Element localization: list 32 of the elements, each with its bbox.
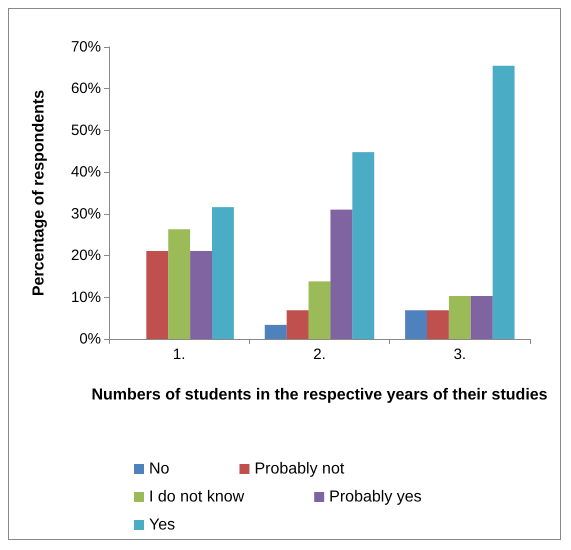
y-tick-label: 60%	[70, 80, 101, 98]
bar	[330, 210, 352, 339]
bar	[146, 250, 168, 339]
bar	[264, 324, 287, 339]
legend-label: No	[149, 460, 170, 478]
bar	[286, 310, 309, 339]
y-tick-label: 30%	[70, 205, 101, 222]
y-axis-title: Percentage of respondents	[30, 90, 48, 296]
y-tick-label: 0%	[79, 330, 101, 348]
y-tick-label: 70%	[70, 38, 101, 56]
bar	[448, 296, 471, 339]
y-tick-label: 10%	[70, 288, 101, 306]
bar	[470, 296, 493, 339]
x-tick-label: 1.	[172, 346, 186, 363]
y-tick-label: 40%	[70, 164, 101, 181]
x-tick-label: 3.	[454, 346, 466, 363]
bar	[426, 310, 449, 339]
legend-label: Probably not	[254, 460, 345, 478]
legend-label: Yes	[149, 516, 176, 534]
bar	[308, 281, 330, 339]
y-tick-label: 50%	[70, 122, 101, 139]
bar	[492, 66, 515, 339]
bar	[352, 152, 374, 339]
x-axis-title: Numbers of students in the respective years of their studies	[91, 386, 548, 404]
x-tick-label: 2.	[313, 346, 326, 363]
bar	[405, 310, 427, 339]
bar	[190, 250, 212, 339]
legend-label: Probably yes	[329, 488, 422, 506]
bar	[168, 229, 190, 339]
y-tick-label: 20%	[70, 247, 101, 264]
legend-label: I do not know	[149, 488, 245, 506]
bar	[212, 207, 234, 339]
